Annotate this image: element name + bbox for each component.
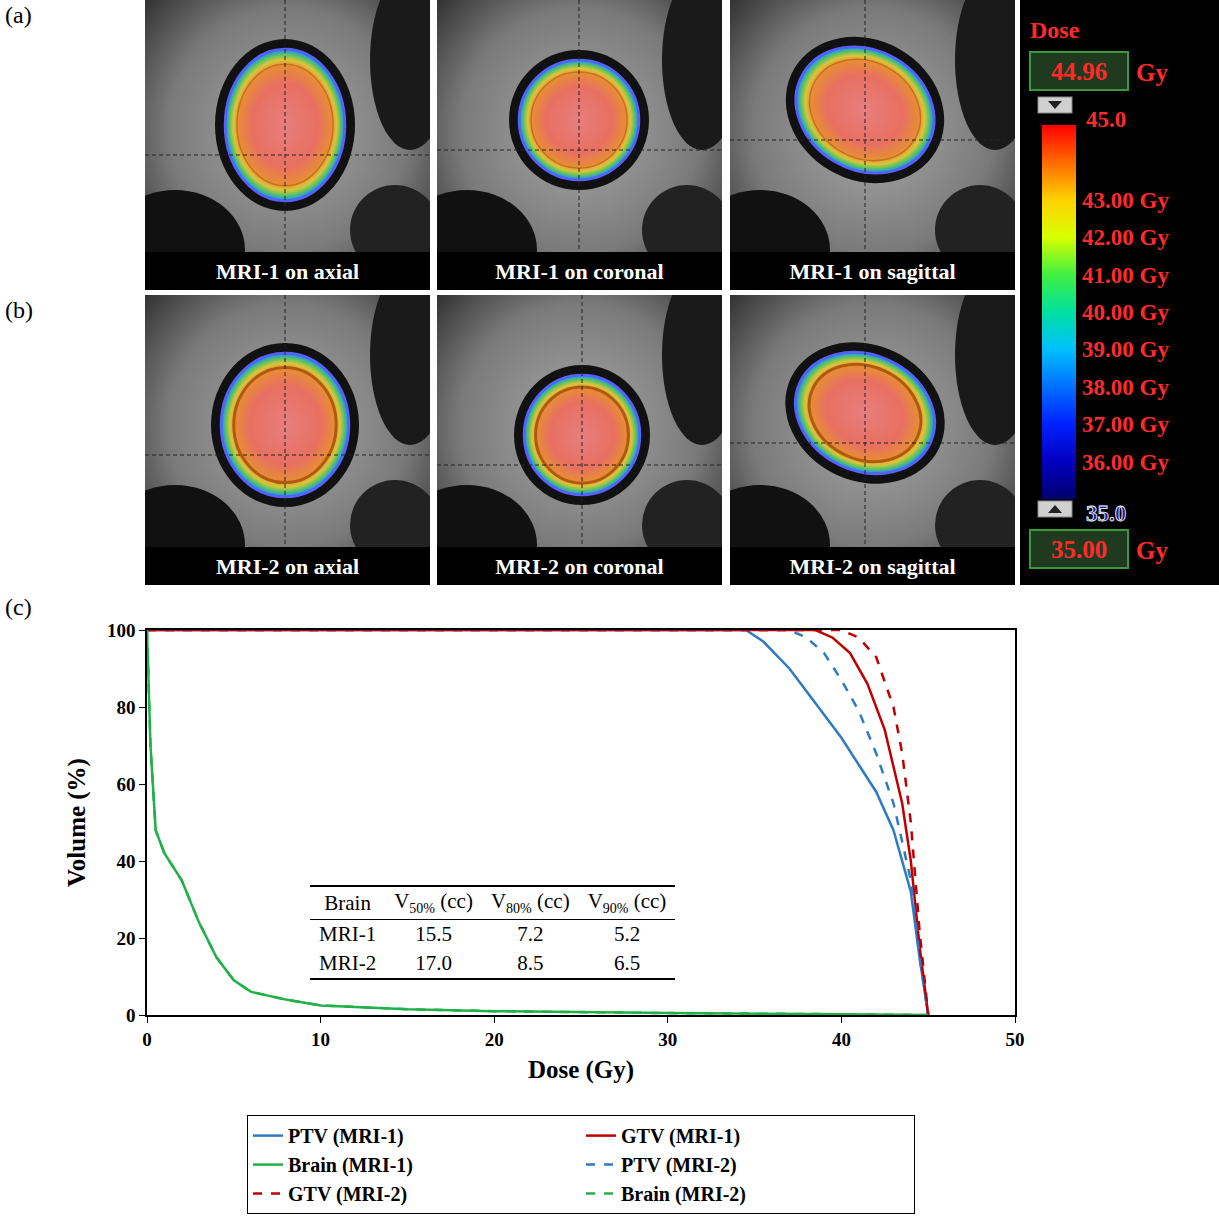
svg-text:MRI-2 on coronal: MRI-2 on coronal: [495, 554, 663, 579]
svg-text:GTV (MRI-2): GTV (MRI-2): [288, 1183, 407, 1206]
html-text:MRI-2: MRI-2: [319, 951, 377, 976]
html-text:8.5: 8.5: [517, 951, 544, 976]
svg-text:35.0: 35.0: [1086, 501, 1126, 526]
svg-text:50: 50: [1006, 1029, 1025, 1050]
html-text:MRI-1: MRI-1: [319, 922, 377, 947]
svg-text:38.00 Gy: 38.00 Gy: [1082, 375, 1169, 400]
svg-text:MRI-1 on coronal: MRI-1 on coronal: [495, 259, 663, 284]
svg-text:43.00 Gy: 43.00 Gy: [1082, 188, 1169, 213]
html-text:(b): (b): [5, 297, 33, 323]
svg-text:0: 0: [142, 1029, 152, 1050]
svg-text:20: 20: [485, 1029, 504, 1050]
html-text:(a): (a): [5, 2, 32, 28]
svg-text:20: 20: [116, 928, 135, 949]
svg-text:40.00 Gy: 40.00 Gy: [1082, 300, 1169, 325]
svg-text:MRI-1 on axial: MRI-1 on axial: [216, 259, 359, 284]
svg-text:GTV (MRI-1): GTV (MRI-1): [621, 1125, 740, 1148]
svg-text:39.00 Gy: 39.00 Gy: [1082, 337, 1169, 362]
svg-text:Brain (MRI-2): Brain (MRI-2): [621, 1183, 746, 1206]
svg-text:40: 40: [832, 1029, 851, 1050]
html-text:17.0: 17.0: [415, 951, 452, 976]
svg-text:Dose: Dose: [1030, 17, 1080, 43]
html-text:V90%(cc): V90%(cc): [587, 889, 667, 917]
svg-text:60: 60: [116, 774, 135, 795]
html-text:Brain: Brain: [324, 890, 371, 915]
svg-text:42.00 Gy: 42.00 Gy: [1082, 225, 1169, 250]
svg-text:80: 80: [116, 697, 135, 718]
html-text:5.2: 5.2: [613, 922, 641, 947]
svg-text:36.00 Gy: 36.00 Gy: [1082, 450, 1169, 475]
svg-text:10: 10: [311, 1029, 330, 1050]
svg-text:MRI-1 on sagittal: MRI-1 on sagittal: [789, 259, 955, 284]
svg-text:MRI-2 on sagittal: MRI-2 on sagittal: [789, 554, 955, 579]
svg-text:37.00 Gy: 37.00 Gy: [1082, 412, 1169, 437]
svg-text:PTV (MRI-2): PTV (MRI-2): [621, 1154, 737, 1177]
svg-text:45.0: 45.0: [1086, 107, 1126, 132]
svg-text:Brain (MRI-1): Brain (MRI-1): [288, 1154, 413, 1177]
svg-text:MRI-2 on axial: MRI-2 on axial: [216, 554, 359, 579]
html-text:(c): (c): [5, 594, 32, 620]
svg-text:Gy: Gy: [1136, 59, 1168, 86]
svg-text:40: 40: [116, 851, 135, 872]
svg-text:30: 30: [658, 1029, 677, 1050]
html-text:15.5: 15.5: [415, 922, 452, 947]
html-text:7.2: 7.2: [517, 922, 544, 947]
svg-text:PTV (MRI-1): PTV (MRI-1): [288, 1125, 404, 1148]
svg-text:35.00: 35.00: [1051, 536, 1107, 563]
svg-text:Dose (Gy): Dose (Gy): [528, 1056, 634, 1084]
html-text:6.5: 6.5: [613, 951, 641, 976]
svg-text:44.96: 44.96: [1051, 58, 1107, 85]
svg-text:100: 100: [107, 620, 136, 641]
svg-text:0: 0: [126, 1005, 136, 1026]
svg-text:41.00 Gy: 41.00 Gy: [1082, 263, 1169, 288]
svg-text:Volume (%): Volume (%): [63, 758, 91, 887]
html-text:V80%(cc): V80%(cc): [490, 889, 570, 917]
html-text:V50%(cc): V50%(cc): [394, 889, 473, 917]
svg-text:Gy: Gy: [1136, 537, 1168, 564]
